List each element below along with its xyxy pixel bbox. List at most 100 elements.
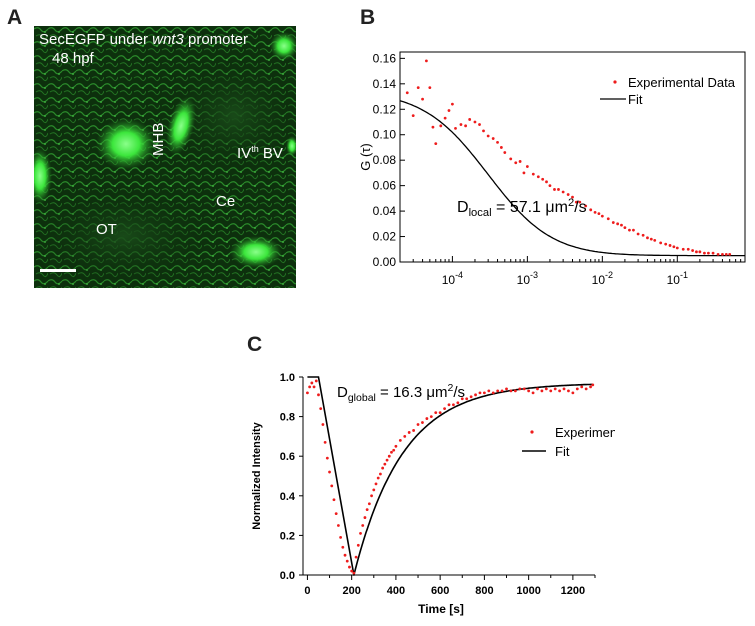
data-point <box>356 543 360 547</box>
data-point <box>306 391 309 395</box>
data-point <box>372 488 376 492</box>
data-point <box>518 387 522 391</box>
data-point <box>548 184 552 188</box>
data-point <box>394 444 398 448</box>
data-point <box>514 161 518 165</box>
x-tick-label: 400 <box>387 585 405 597</box>
data-point <box>416 86 420 90</box>
data-point <box>672 245 676 249</box>
y-tick-label: 0.12 <box>373 102 397 116</box>
data-point <box>600 214 604 218</box>
legend-data-label: Experimental Data <box>555 425 615 440</box>
data-point <box>636 232 640 236</box>
data-point <box>383 462 387 466</box>
data-point <box>620 223 623 227</box>
data-point <box>468 118 472 121</box>
data-point <box>575 387 579 391</box>
data-point <box>334 512 338 516</box>
data-point <box>574 200 578 204</box>
data-point <box>522 387 526 391</box>
data-point <box>707 251 710 255</box>
x-tick-label: 0 <box>304 585 310 597</box>
data-point <box>728 252 732 256</box>
data-point <box>390 450 393 454</box>
data-point <box>695 250 698 254</box>
data-point <box>716 252 720 256</box>
data-point <box>567 389 570 393</box>
data-point <box>312 385 316 389</box>
data-point <box>407 431 411 434</box>
data-point <box>724 252 728 256</box>
data-point <box>454 126 457 130</box>
data-point <box>447 403 451 407</box>
data-point <box>431 125 435 129</box>
data-point <box>536 387 539 391</box>
data-point <box>478 391 482 395</box>
data-point <box>352 571 356 575</box>
data-point <box>421 97 424 101</box>
data-point <box>434 411 438 415</box>
y-tick-label: 0.6 <box>280 451 295 463</box>
data-point <box>365 508 369 512</box>
data-point <box>392 448 396 452</box>
y-tick-label: 0.2 <box>280 530 295 542</box>
data-point <box>469 395 473 399</box>
data-point <box>452 403 455 407</box>
data-point <box>703 251 706 255</box>
data-point <box>499 146 503 149</box>
data-point <box>428 86 432 90</box>
data-point <box>562 387 566 391</box>
legend-data-marker <box>530 430 534 434</box>
data-point <box>411 114 415 118</box>
data-point <box>711 251 715 255</box>
data-point <box>500 389 504 393</box>
data-point <box>361 524 365 527</box>
x-tick-label: 1000 <box>516 585 540 597</box>
data-point <box>416 423 420 426</box>
data-point <box>443 116 447 120</box>
data-point <box>474 393 477 397</box>
data-point <box>425 417 429 420</box>
data-point <box>374 482 378 486</box>
x-tick-label: 200 <box>342 585 360 597</box>
data-point <box>354 555 358 559</box>
data-point <box>439 124 443 128</box>
data-point <box>578 200 582 204</box>
data-point <box>487 389 491 393</box>
data-point <box>491 391 495 395</box>
micrograph-title: SecEGFP under wnt3 promoter <box>39 31 249 48</box>
data-point <box>398 438 402 442</box>
data-point <box>434 142 438 146</box>
data-point <box>553 188 556 191</box>
data-point <box>544 387 548 391</box>
data-point <box>464 124 468 128</box>
data-point <box>536 175 540 179</box>
data-point <box>525 165 529 168</box>
x-axis-label: Time [s] <box>418 602 464 616</box>
data-point <box>332 498 336 502</box>
y-tick-label: 0.16 <box>373 51 397 65</box>
data-point <box>496 140 499 144</box>
data-point <box>376 476 380 480</box>
y-axis-label: Normalized Intensity <box>251 421 263 529</box>
ot-label: OT <box>96 221 117 238</box>
data-point <box>339 535 343 539</box>
data-point <box>482 129 485 133</box>
data-point <box>317 393 320 397</box>
legend-fit-label: Fit <box>555 444 570 459</box>
data-point <box>646 236 649 240</box>
legend-data-marker <box>613 80 617 84</box>
data-point <box>513 389 517 393</box>
stage-label: 48 hpf <box>52 50 94 67</box>
y-tick-label: 0.4 <box>280 491 296 503</box>
data-point <box>343 553 347 557</box>
data-point <box>641 233 645 237</box>
data-point <box>370 494 373 498</box>
data-point <box>328 470 331 474</box>
data-point <box>482 391 486 395</box>
data-point <box>321 423 325 426</box>
data-point <box>632 228 635 232</box>
data-point <box>473 120 477 124</box>
fcs-autocorrelation-chart: 0.00 0.02 0.04 0.06 0.08 0.10 0.12 0.14 0.16 10-4… <box>360 51 746 285</box>
data-point <box>522 171 526 175</box>
